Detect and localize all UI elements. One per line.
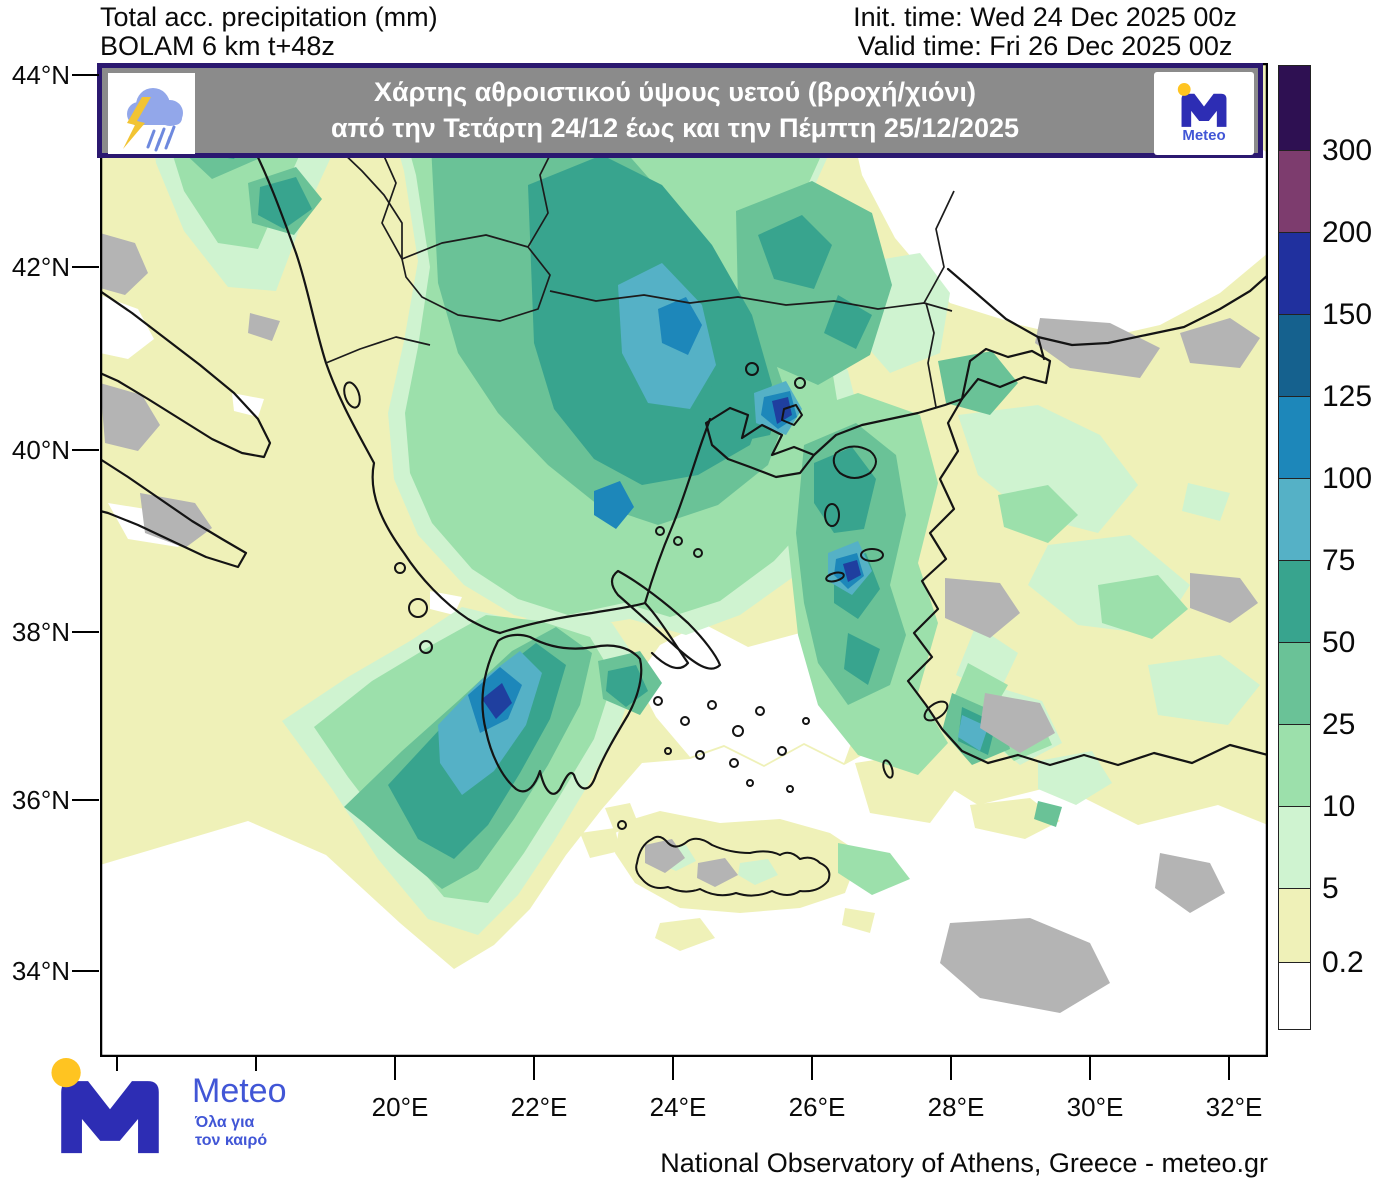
lon-tick xyxy=(811,1057,813,1080)
colorbar-label-150: 150 xyxy=(1322,298,1373,331)
lon-tick-minor xyxy=(116,1057,118,1071)
lon-tick xyxy=(950,1057,952,1080)
lat-tick xyxy=(72,970,99,972)
valid-time-label: Valid time: Fri 26 Dec 2025 00z xyxy=(857,31,1233,61)
lon-tick-minor xyxy=(255,1057,257,1071)
banner-titles: Χάρτης αθροιστικού ύψους υετού (βροχή/χι… xyxy=(202,68,1148,153)
colorbar-segment xyxy=(1278,724,1311,807)
colorbar-label-10: 10 xyxy=(1322,790,1356,823)
colorbar-segment xyxy=(1278,560,1311,643)
lon-tick xyxy=(533,1057,535,1080)
colorbar-label-75: 75 xyxy=(1322,544,1356,577)
map-canvas xyxy=(98,61,1270,1058)
meteo-logo-label: Meteo xyxy=(1182,127,1226,144)
lon-label-24e: 24°E xyxy=(649,1092,707,1122)
lat-label-42n: 42°N xyxy=(11,252,70,282)
colorbar-label-0.2: 0.2 xyxy=(1322,946,1364,979)
lat-label-40n: 40°N xyxy=(11,435,70,465)
lon-label-30e: 30°E xyxy=(1066,1092,1124,1122)
meteo-m-icon xyxy=(1177,83,1227,127)
colorbar-segment xyxy=(1278,232,1311,315)
lat-tick xyxy=(72,799,99,801)
coastlines xyxy=(98,61,1270,795)
no-data-areas xyxy=(100,233,1260,1013)
colorbar-segment xyxy=(1278,150,1311,233)
tagline-line2: τον καιρό xyxy=(195,1132,268,1149)
meteo-footer-logo-icon xyxy=(51,1058,159,1154)
colorbar-segment xyxy=(1278,642,1311,725)
colorbar-segment xyxy=(1278,806,1311,889)
lon-label-22e: 22°E xyxy=(510,1092,568,1122)
colorbar-label-200: 200 xyxy=(1322,216,1373,249)
lon-tick xyxy=(672,1057,674,1080)
storm-cloud-icon xyxy=(123,88,183,152)
precip-125-150-field xyxy=(482,397,861,719)
colorbar-label-5: 5 xyxy=(1322,872,1339,905)
coastal-light-precip xyxy=(580,753,1060,951)
lon-tick xyxy=(1228,1057,1230,1080)
lat-tick xyxy=(72,449,99,451)
colorbar-segment xyxy=(1278,314,1311,397)
colorbar-segment xyxy=(1278,478,1311,561)
title-banner: Χάρτης αθροιστικού ύψους υετού (βροχή/χι… xyxy=(97,63,1263,158)
colorbar-segment xyxy=(1278,396,1311,479)
lon-label-32e: 32°E xyxy=(1205,1092,1263,1122)
banner-title-line2: από την Τετάρτη 24/12 έως και την Πέμπτη… xyxy=(331,113,1019,143)
lat-label-38n: 38°N xyxy=(11,617,70,647)
storm-icon-box xyxy=(108,73,195,154)
tagline-line1: Όλα για xyxy=(195,1114,255,1131)
lat-label-44n: 44°N xyxy=(11,60,70,90)
colorbar-label-100: 100 xyxy=(1322,462,1373,495)
colorbar-label-300: 300 xyxy=(1322,134,1373,167)
banner-title-line1: Χάρτης αθροιστικού ύψους υετού (βροχή/χι… xyxy=(373,77,977,107)
lat-label-36n: 36°N xyxy=(11,785,70,815)
model-run-label: BOLAM 6 km t+48z xyxy=(100,31,335,61)
lat-tick xyxy=(72,266,99,268)
island-outlines xyxy=(343,362,949,897)
init-time-label: Init. time: Wed 24 Dec 2025 00z xyxy=(853,2,1237,32)
meteo-footer-tagline: Όλα για τον καιρό xyxy=(195,1114,267,1150)
colorbar-segment xyxy=(1278,65,1311,151)
colorbar-label-25: 25 xyxy=(1322,708,1356,741)
lat-label-34n: 34°N xyxy=(11,956,70,986)
lat-tick xyxy=(72,631,99,633)
colorbar-label-125: 125 xyxy=(1322,380,1373,413)
precipitation-map xyxy=(98,61,1270,1058)
lon-label-28e: 28°E xyxy=(927,1092,985,1122)
lon-label-20e: 20°E xyxy=(371,1092,429,1122)
colorbar-segment xyxy=(1278,962,1311,1030)
meteo-logo: Meteo xyxy=(1154,72,1254,155)
lon-tick xyxy=(394,1057,396,1080)
meteo-footer-logo-label: Meteo xyxy=(192,1072,287,1110)
product-title: Total acc. precipitation (mm) xyxy=(100,2,438,32)
lon-label-26e: 26°E xyxy=(788,1092,846,1122)
colorbar-label-50: 50 xyxy=(1322,626,1356,659)
lat-tick xyxy=(72,74,99,76)
precipitation-colorbar xyxy=(1278,65,1311,1030)
colorbar-segment xyxy=(1278,888,1311,963)
lon-tick xyxy=(1089,1057,1091,1080)
credit-text: National Observatory of Athens, Greece -… xyxy=(660,1148,1268,1178)
